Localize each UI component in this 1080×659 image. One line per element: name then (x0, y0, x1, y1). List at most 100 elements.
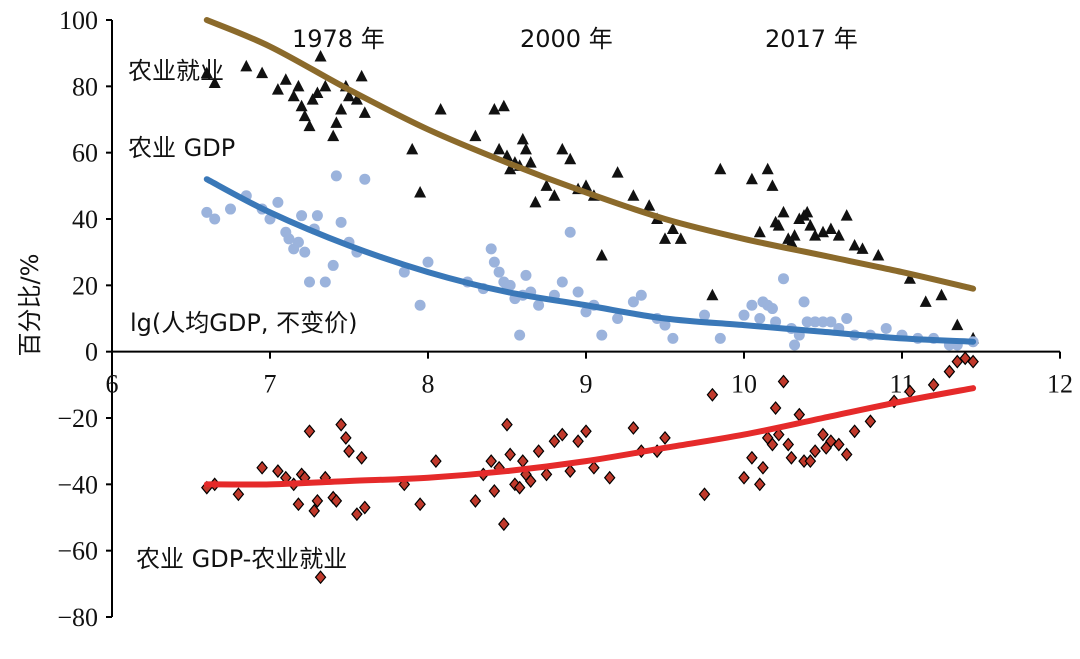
employment-point (434, 103, 447, 115)
gdp-point (327, 259, 339, 271)
employment-point (832, 229, 845, 241)
difference-point (967, 354, 979, 369)
difference-point (754, 477, 766, 492)
employment-point (666, 222, 679, 234)
x-tick-label: 8 (422, 370, 435, 399)
gdp-point (292, 236, 304, 248)
difference-point (556, 427, 569, 442)
y-tick-label: 0 (85, 338, 98, 367)
gdp-point (627, 296, 639, 308)
difference-point (782, 437, 795, 452)
difference-point (232, 487, 245, 502)
employment-point (330, 116, 343, 128)
difference-point (769, 401, 782, 415)
employment-point (548, 189, 561, 201)
axes (106, 19, 1061, 618)
employment-point (358, 106, 371, 118)
difference-point (498, 517, 510, 532)
employment-point (793, 212, 806, 224)
difference-point (292, 497, 305, 512)
y-tick-label: 60 (72, 139, 98, 168)
difference-point (469, 493, 482, 508)
difference-point (738, 470, 750, 485)
difference-point (414, 497, 426, 512)
difference-point (330, 493, 343, 508)
difference-trend-line (203, 385, 977, 488)
difference-point (580, 424, 592, 439)
employment-point (406, 142, 419, 155)
gdp-point (766, 303, 778, 315)
employment-point (817, 225, 829, 238)
gdp-point (817, 316, 829, 328)
gdp-point (504, 279, 516, 291)
employment-point (497, 99, 510, 112)
employment-point (504, 162, 517, 175)
y-tick-label: 40 (72, 205, 98, 234)
employment-point (327, 129, 340, 142)
difference-point (303, 424, 316, 439)
employment-point (469, 129, 482, 142)
difference-point (532, 444, 545, 459)
difference-point (757, 460, 769, 475)
employment-point (200, 66, 213, 79)
gdp-point (283, 233, 295, 245)
difference-point (355, 450, 368, 465)
employment-point (208, 76, 221, 89)
employment-point (519, 142, 532, 155)
employment-point (580, 179, 592, 191)
employment-point (343, 89, 355, 102)
annotation-x-axis-note: lg(人均GDP, 不变价) (130, 309, 357, 337)
employment-point (271, 83, 284, 95)
gdp-point (746, 299, 758, 311)
employment-point (785, 235, 798, 248)
employment-point (848, 239, 861, 251)
employment-point (314, 49, 327, 62)
difference-point (488, 484, 501, 498)
difference-point (817, 427, 829, 442)
employment-point (643, 199, 656, 211)
gdp-point (659, 319, 671, 331)
employment-point (659, 232, 671, 244)
difference-point (659, 430, 671, 445)
difference-point (540, 467, 553, 482)
difference-point (793, 407, 806, 422)
difference-point (927, 377, 940, 392)
gdp-point (699, 309, 710, 321)
employment-point (279, 73, 292, 85)
gdp-point (572, 286, 584, 298)
employment-point (311, 86, 324, 98)
employment-point (788, 229, 801, 241)
gdp-point (798, 296, 810, 308)
employment-point (856, 242, 869, 254)
difference-point (833, 437, 845, 452)
employment-point (772, 219, 785, 231)
annotation-difference: 农业 GDP-农业就业 (136, 545, 347, 573)
employment-point (627, 189, 640, 201)
gdp-point (533, 299, 545, 311)
gdp-point (299, 246, 311, 258)
employment-point (335, 103, 348, 115)
employment-point (801, 205, 814, 218)
gdp-point (422, 256, 434, 268)
gdp-point (304, 276, 315, 288)
employment-point (840, 209, 853, 221)
employment-point (529, 195, 542, 208)
employment-point (493, 142, 506, 155)
gdp-point (596, 329, 608, 341)
difference-point (564, 464, 576, 479)
y-tick-label: −20 (57, 404, 98, 433)
gdp-point (667, 332, 679, 344)
employment-point (919, 295, 932, 307)
gdp-point (789, 339, 801, 351)
employment-point (355, 69, 368, 82)
trend-lines (203, 17, 977, 488)
employment-point (804, 219, 817, 231)
annotation-ag-gdp: 农业 GDP (128, 134, 235, 162)
employment-point (292, 79, 305, 92)
difference-point (698, 487, 711, 502)
gdp-point (272, 196, 284, 208)
gdp-point (714, 332, 726, 344)
difference-point (809, 444, 821, 459)
difference-point (777, 374, 790, 389)
difference-point (272, 464, 284, 479)
